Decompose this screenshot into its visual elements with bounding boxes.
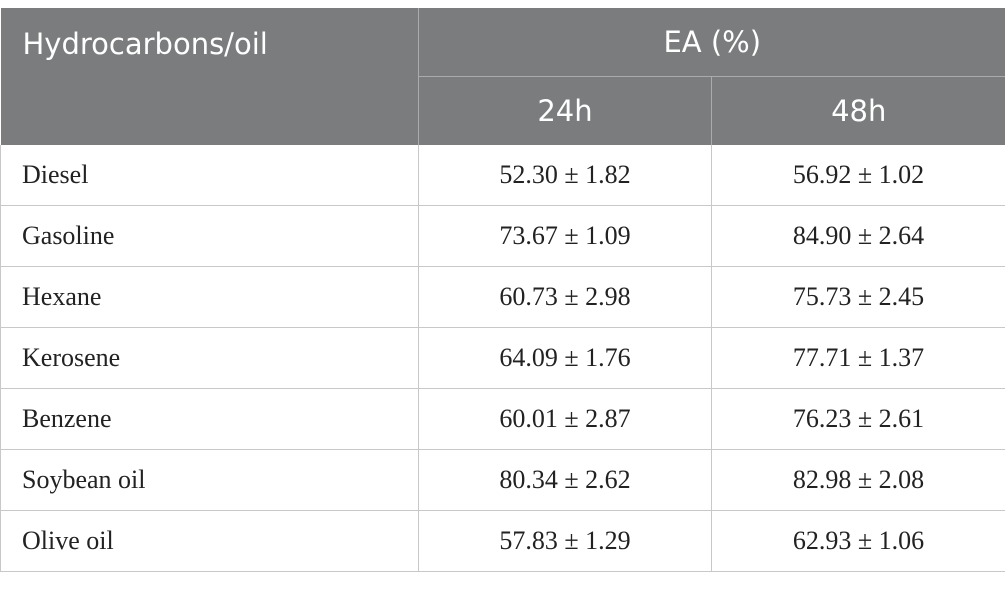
row-name: Kerosene <box>0 327 419 389</box>
ea-48h-value: 84.90 ± 2.64 <box>711 205 1005 267</box>
header-ea-percent: EA (%) <box>418 8 1005 77</box>
ea-48h-value: 82.98 ± 2.08 <box>711 449 1005 511</box>
ea-24h-value: 52.30 ± 1.82 <box>418 145 712 206</box>
row-name: Benzene <box>0 388 419 450</box>
table-body: Diesel 52.30 ± 1.82 56.92 ± 1.02 Gasolin… <box>0 145 1005 572</box>
ea-24h-value: 60.01 ± 2.87 <box>418 388 712 450</box>
ea-48h-value: 76.23 ± 2.61 <box>711 388 1005 450</box>
table-row: Benzene 60.01 ± 2.87 76.23 ± 2.61 <box>0 388 1005 450</box>
table-row: Kerosene 64.09 ± 1.76 77.71 ± 1.37 <box>0 327 1005 389</box>
ea-24h-value: 60.73 ± 2.98 <box>418 266 712 328</box>
ea-48h-value: 62.93 ± 1.06 <box>711 510 1005 572</box>
table-row: Soybean oil 80.34 ± 2.62 82.98 ± 2.08 <box>0 449 1005 511</box>
ea-48h-value: 75.73 ± 2.45 <box>711 266 1005 328</box>
row-name: Gasoline <box>0 205 419 267</box>
row-name: Diesel <box>0 145 419 206</box>
ea-48h-value: 77.71 ± 1.37 <box>711 327 1005 389</box>
ea-24h-value: 57.83 ± 1.29 <box>418 510 712 572</box>
table-row: Gasoline 73.67 ± 1.09 84.90 ± 2.64 <box>0 205 1005 267</box>
table-row: Diesel 52.30 ± 1.82 56.92 ± 1.02 <box>0 145 1005 206</box>
row-name: Soybean oil <box>0 449 419 511</box>
table-row: Hexane 60.73 ± 2.98 75.73 ± 2.45 <box>0 266 1005 328</box>
row-name: Hexane <box>0 266 419 328</box>
header-24h: 24h <box>418 76 712 145</box>
header-hydrocarbons-oil: Hydrocarbons/oil <box>0 8 419 145</box>
ea-48h-value: 56.92 ± 1.02 <box>711 145 1005 206</box>
row-name: Olive oil <box>0 510 419 572</box>
ea-table: Hydrocarbons/oil EA (%) 24h 48h Diesel 5… <box>0 8 1005 572</box>
ea-24h-value: 73.67 ± 1.09 <box>418 205 712 267</box>
ea-24h-value: 80.34 ± 2.62 <box>418 449 712 511</box>
ea-24h-value: 64.09 ± 1.76 <box>418 327 712 389</box>
table-row: Olive oil 57.83 ± 1.29 62.93 ± 1.06 <box>0 510 1005 572</box>
header-48h: 48h <box>711 76 1005 145</box>
table-header: Hydrocarbons/oil EA (%) 24h 48h <box>0 8 1005 145</box>
